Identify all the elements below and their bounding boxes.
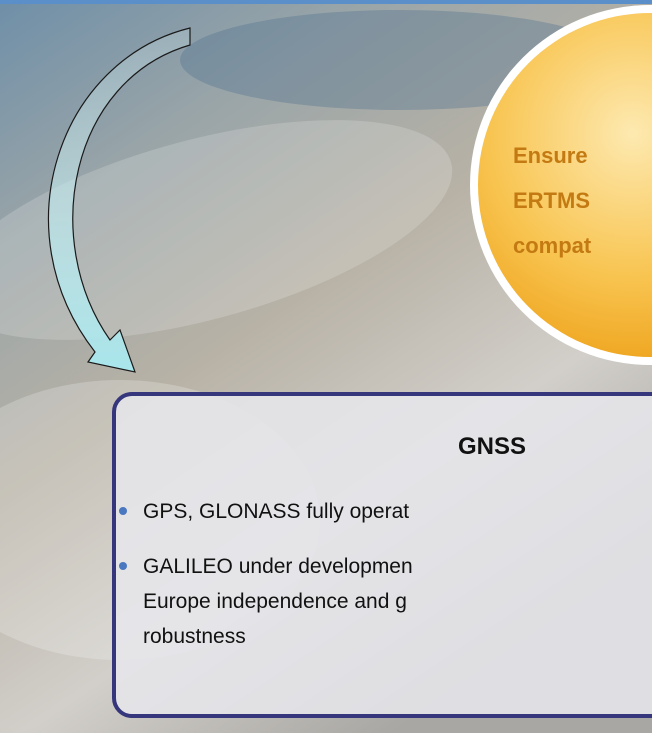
callout-line: compat (513, 233, 592, 258)
bullet-text: GPS, GLONASS fully operat (143, 500, 409, 523)
bullet-dot (119, 562, 127, 570)
bullet-text: Europe independence and g (143, 590, 407, 613)
bullet-dot (119, 507, 127, 515)
bullet-text: robustness (143, 625, 246, 648)
callout-line: Ensure (513, 143, 588, 168)
slide: Ensure ERTMS compat GNSS GPS, GLONASS fu… (0, 0, 652, 733)
bullet-text: GALILEO under developmen (143, 555, 413, 578)
page: {"callout":{"lines":["Ensure","ERTMS","c… (0, 0, 652, 733)
callout-line: ERTMS (513, 188, 590, 213)
top-bar (0, 0, 652, 4)
panel-title: GNSS (458, 433, 526, 460)
